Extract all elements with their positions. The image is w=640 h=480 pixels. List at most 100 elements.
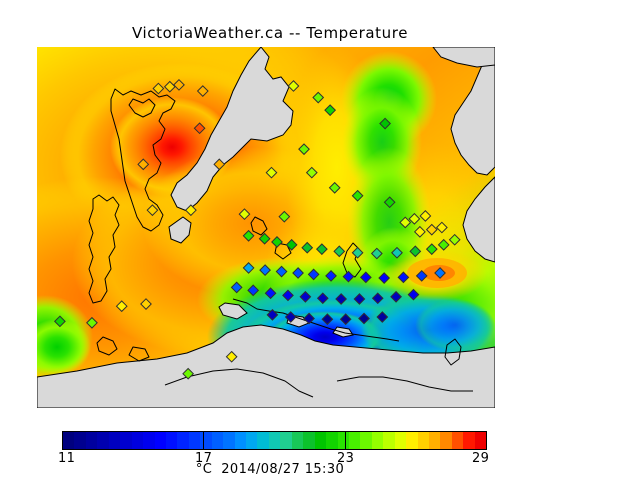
station-marker[interactable] [312, 91, 325, 104]
station-marker[interactable] [196, 85, 209, 97]
colorbar-band-4 [108, 432, 121, 449]
station-marker[interactable] [163, 80, 176, 93]
colorbar-band-25 [348, 432, 361, 449]
station-marker[interactable] [184, 204, 197, 217]
station-marker[interactable] [324, 104, 337, 117]
colorbar-band-28 [383, 432, 395, 449]
station-marker[interactable] [292, 267, 304, 279]
station-marker[interactable] [391, 246, 403, 259]
station-marker[interactable] [378, 272, 391, 284]
station-marker[interactable] [371, 292, 384, 305]
station-marker[interactable] [242, 229, 255, 242]
station-marker[interactable] [247, 284, 260, 297]
station-marker[interactable] [266, 308, 279, 321]
station-marker[interactable] [173, 78, 185, 91]
colorbar-band-19 [280, 432, 292, 449]
station-marker[interactable] [282, 289, 294, 302]
station-marker[interactable] [383, 196, 396, 209]
station-marker[interactable] [238, 208, 251, 221]
station-marker[interactable] [408, 212, 421, 225]
station-marker[interactable] [265, 166, 278, 179]
station-marker[interactable] [301, 241, 314, 254]
station-marker[interactable] [435, 221, 448, 234]
station-marker[interactable] [305, 166, 318, 179]
colorbar-label-mid-high: 23 [337, 451, 355, 466]
station-marker[interactable] [419, 210, 432, 222]
station-marker[interactable] [342, 270, 355, 283]
colorbar-band-10 [177, 432, 189, 449]
station-marker[interactable] [230, 281, 243, 294]
station-marker[interactable] [415, 269, 428, 282]
station-marker[interactable] [275, 265, 288, 278]
colorbar-band-35 [463, 432, 475, 449]
station-marker[interactable] [193, 122, 206, 135]
station-marker[interactable] [258, 232, 271, 245]
map-canvas[interactable] [37, 47, 495, 408]
station-marker[interactable] [328, 181, 341, 194]
station-marker[interactable] [140, 298, 152, 310]
station-marker[interactable] [298, 143, 310, 156]
station-marker[interactable] [358, 312, 370, 325]
station-marker[interactable] [425, 243, 438, 256]
station-marker[interactable] [335, 293, 348, 305]
station-marker[interactable] [287, 80, 300, 92]
colorbar-band-22 [314, 432, 327, 449]
station-marker[interactable] [315, 243, 328, 256]
station-marker[interactable] [299, 290, 312, 303]
station-marker[interactable] [242, 262, 255, 274]
station-marker[interactable] [434, 267, 446, 279]
station-marker[interactable] [259, 264, 271, 277]
station-marker[interactable] [333, 245, 346, 258]
station-marker[interactable] [146, 204, 159, 217]
station-marker[interactable] [399, 216, 412, 229]
colorbar-band-18 [268, 432, 281, 449]
colorbar-gradient [62, 431, 487, 450]
station-marker[interactable] [376, 311, 389, 323]
station-marker[interactable] [316, 292, 329, 305]
station-marker[interactable] [351, 189, 364, 202]
station-marker[interactable] [397, 271, 410, 284]
station-marker[interactable] [407, 288, 420, 301]
station-marker[interactable] [86, 316, 98, 329]
colorbar-band-29 [394, 432, 407, 449]
station-marker[interactable] [285, 238, 298, 251]
station-marker[interactable] [351, 246, 364, 259]
colorbar-band-20 [291, 432, 304, 449]
station-marker[interactable] [284, 311, 297, 323]
station-marker[interactable] [425, 223, 438, 236]
station-marker[interactable] [182, 367, 195, 380]
station-marker[interactable] [339, 313, 352, 326]
station-marker[interactable] [353, 293, 366, 305]
station-marker[interactable] [379, 117, 391, 130]
station-marker[interactable] [307, 268, 320, 281]
station-marker[interactable] [359, 271, 372, 284]
colorbar[interactable] [62, 431, 487, 450]
station-marker[interactable] [278, 210, 291, 223]
station-marker[interactable] [448, 233, 461, 246]
station-marker[interactable] [413, 225, 426, 238]
station-marker[interactable] [409, 245, 422, 258]
station-marker[interactable] [325, 269, 337, 282]
colorbar-band-11 [188, 432, 201, 449]
station-marker[interactable] [321, 313, 334, 326]
station-marker[interactable] [225, 350, 238, 363]
station-marker[interactable] [53, 315, 66, 328]
colorbar-band-15 [234, 432, 246, 449]
colorbar-band-26 [360, 432, 372, 449]
station-marker[interactable] [152, 82, 165, 95]
station-marker[interactable] [264, 287, 277, 300]
colorbar-band-6 [131, 432, 144, 449]
station-marker[interactable] [303, 312, 315, 325]
station-marker[interactable] [115, 300, 128, 313]
temperature-map-svg [37, 47, 495, 408]
station-marker[interactable] [271, 236, 283, 248]
station-marker[interactable] [137, 158, 150, 171]
station-marker[interactable] [370, 247, 383, 260]
colorbar-band-13 [211, 432, 224, 449]
station-marker-layer[interactable] [37, 47, 495, 408]
colorbar-band-31 [417, 432, 429, 449]
station-marker[interactable] [437, 238, 450, 251]
station-marker[interactable] [390, 290, 402, 303]
station-marker[interactable] [213, 158, 226, 171]
